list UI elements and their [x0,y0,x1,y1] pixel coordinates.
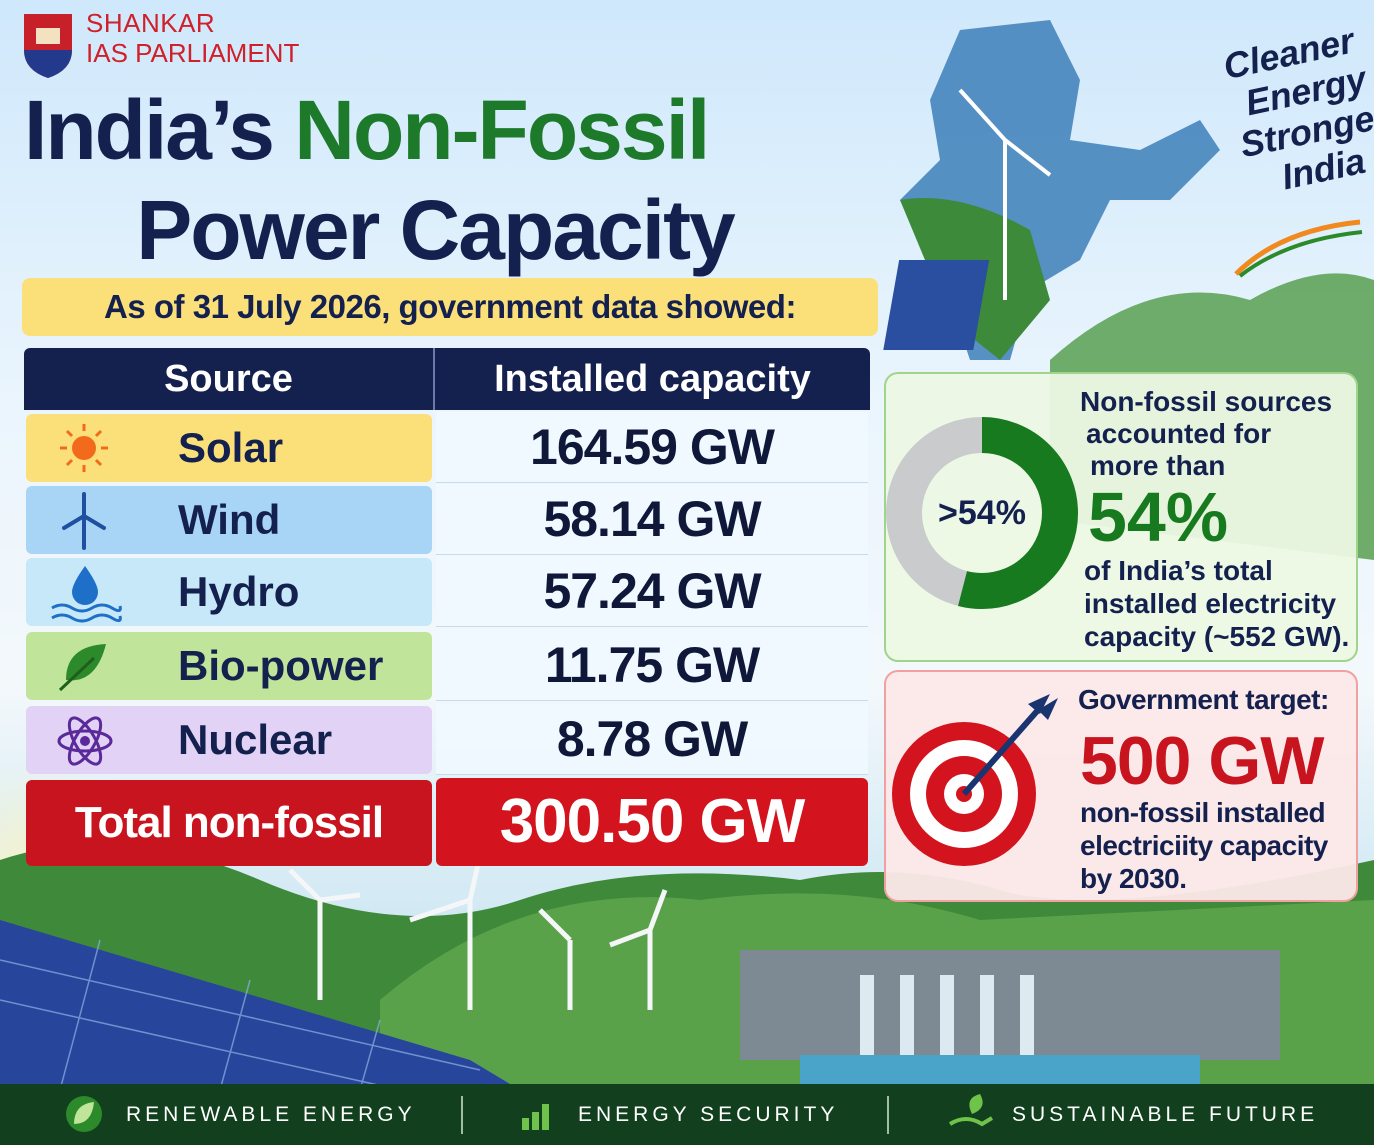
subtitle-box: As of 31 July 2026, government data show… [22,278,878,336]
share-line: installed electricity [1084,588,1337,619]
source-cell: Wind [26,486,432,554]
wind-icon [62,492,106,550]
title-line: India’s Non-Fossil [24,82,710,179]
title-line: Power Capacity [136,183,736,277]
source-cell: Nuclear [26,706,432,774]
share-line: Non-fossil sources [1080,386,1333,417]
brand-line: IAS PARLIAMENT [86,38,300,68]
title-part: Non-Fossil [294,83,710,177]
capacity-value: 58.14 GW [543,491,761,547]
header-divider [433,348,435,410]
capacity-value: 11.75 GW [544,637,760,693]
capacity-value: 8.78 GW [556,711,748,767]
source-cell: Bio-power [26,632,432,700]
total-value-cell: 300.50 GW [436,778,868,866]
share-line: more than [1090,450,1226,481]
footer-item: RENEWABLE ENERGY [126,1103,416,1126]
share-line: capacity (~552 GW). [1084,621,1350,652]
header-cell: Installed capacity [494,358,811,400]
donut-label: >54% [938,494,1026,532]
source-name: Wind [178,496,281,543]
share-line: of India’s total [1084,555,1273,586]
source-cell: Hydro [26,558,432,626]
source-name: Hydro [178,568,300,615]
share-text: Non-fossil sources accounted for more th… [1080,386,1332,482]
brand-line: SHANKAR [86,8,216,38]
total-value: 300.50 GW [499,787,806,856]
share-line: accounted for [1086,418,1272,449]
leaf-icon [58,644,106,692]
subtitle: As of 31 July 2026, government data show… [104,288,796,325]
capacity-value: 164.59 GW [530,419,775,475]
value-cell: 11.75 GW [436,630,868,701]
share-big: 54% [1088,478,1229,556]
table-header [24,348,870,410]
target-heading: Government target: [1078,684,1329,715]
footer-item: SUSTAINABLE FUTURE [1012,1103,1319,1126]
target-big: 500 GW [1080,723,1324,799]
source-cell: Solar [26,414,432,482]
capacity-table: Source Installed capacity [24,348,870,868]
value-cell: 8.78 GW [436,704,868,775]
share-text: of India’s total installed electricity c… [1084,554,1349,653]
target-icon [892,694,1058,866]
source-name: Nuclear [178,716,333,763]
target-line: by 2030. [1080,863,1187,894]
source-name: Bio-power [178,642,384,689]
footer-band [0,1084,1374,1145]
donut-arc [886,417,1078,609]
value-cell: 164.59 GW [436,412,868,483]
total-label-cell: Total non-fossil [26,780,432,866]
donut-chart: >54% [886,417,1078,609]
logo-shield [24,14,72,78]
header-cell: Source [164,358,293,400]
total-label: Total non-fossil [74,798,384,847]
solar-icon [60,424,108,472]
target-line: non-fossil installed [1080,797,1326,828]
source-name: Solar [178,424,284,471]
hydro-icon [51,566,122,623]
capacity-value: 57.24 GW [543,563,761,619]
value-cell: 58.14 GW [436,484,868,555]
footer-icons [66,1094,994,1134]
target-line: electriciity capacity [1080,830,1328,861]
atom-icon [57,716,113,766]
value-cell: 57.24 GW [436,556,868,627]
title-part: India’s [24,83,275,177]
target-text: non-fossil installed electriciity capaci… [1080,796,1328,895]
footer-item: ENERGY SECURITY [578,1103,839,1126]
tricolor-swoosh [1234,219,1363,278]
